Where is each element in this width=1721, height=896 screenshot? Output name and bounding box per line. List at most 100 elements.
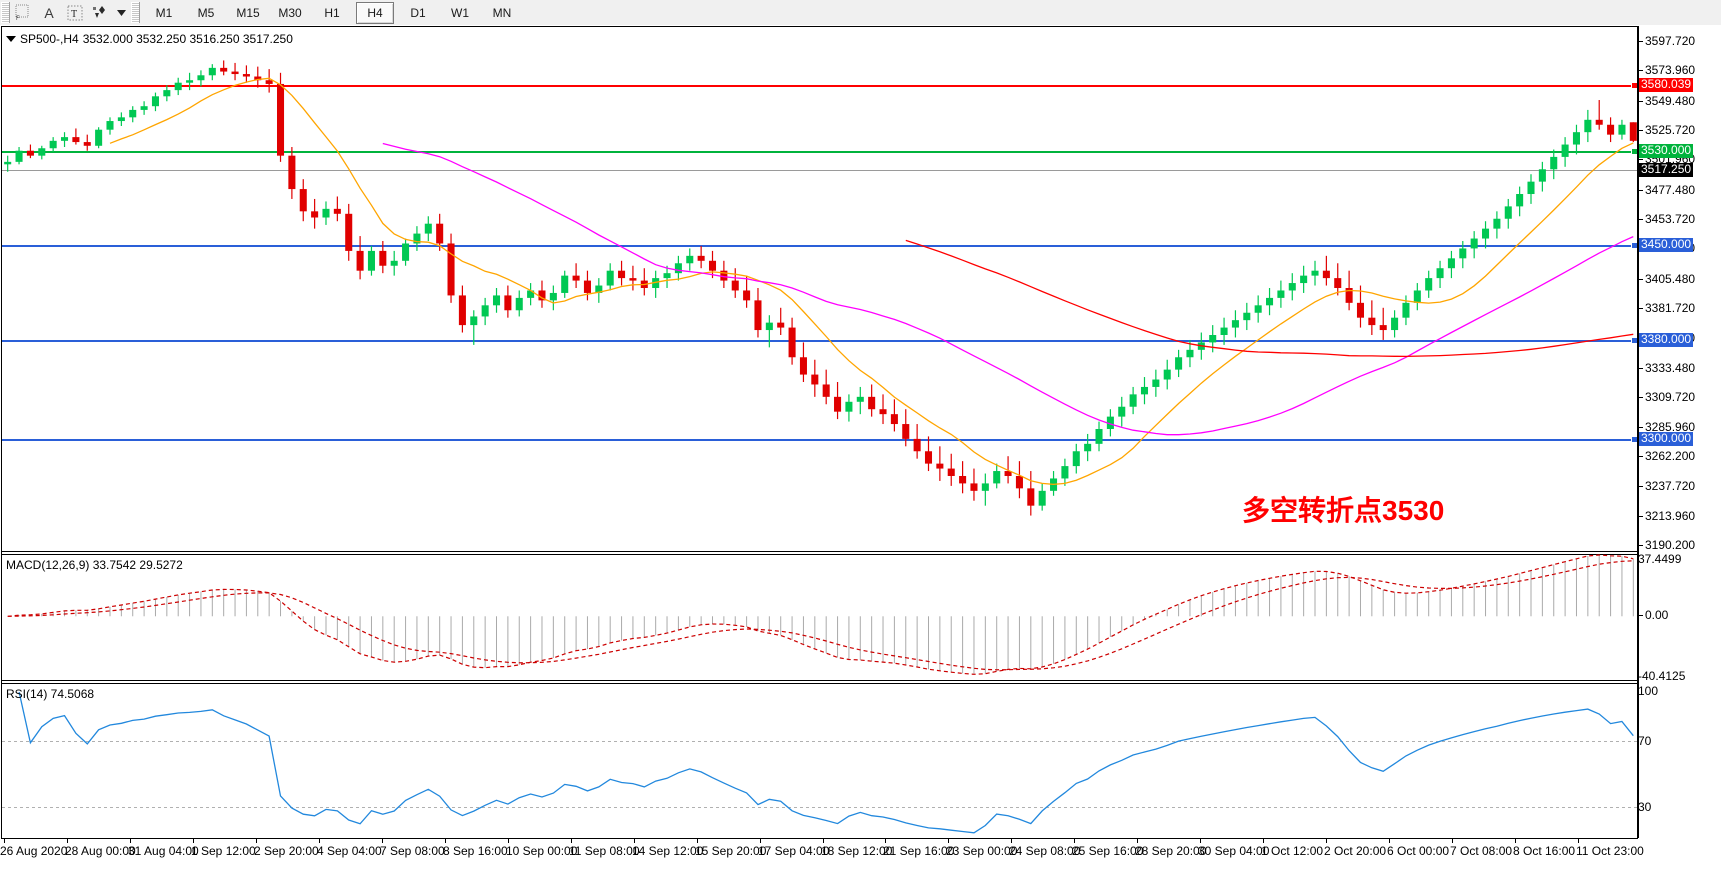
- chart-plot-area[interactable]: SP500-,H4 3532.000 3532.250 3516.250 351…: [1, 26, 1638, 862]
- level-anchor-3300[interactable]: [1631, 436, 1637, 443]
- time-label: 31 Aug 04:00: [128, 844, 199, 858]
- time-tick: [571, 838, 572, 843]
- price-marker-3580-039[interactable]: 3580.039: [1639, 77, 1694, 92]
- ma-fast-line: [109, 77, 1634, 486]
- time-tick: [319, 838, 320, 843]
- price-marker-3380-000[interactable]: 3380.000: [1639, 332, 1694, 347]
- price-tick: 3453.720: [1638, 212, 1695, 226]
- time-axis-line: [1, 838, 1638, 839]
- time-label: 1 Oct 12:00: [1261, 844, 1324, 858]
- time-tick: [1515, 838, 1516, 843]
- crosshair-f-icon[interactable]: F: [10, 2, 36, 24]
- symbol-name: SP500-,H4: [20, 32, 79, 46]
- time-label: 26 Aug 2020: [0, 844, 68, 858]
- objects-icon[interactable]: [88, 2, 114, 24]
- chart-text-annotation[interactable]: 多空转折点3530: [1242, 495, 1445, 526]
- level-line-3450[interactable]: [2, 245, 1637, 247]
- time-tick: [445, 838, 446, 843]
- price-marker-3517-250[interactable]: 3517.250: [1639, 162, 1694, 177]
- level-line-3300[interactable]: [2, 439, 1637, 441]
- time-tick: [885, 838, 886, 843]
- timeframe-m1[interactable]: M1: [155, 5, 173, 20]
- price-tick: 3525.720: [1638, 123, 1695, 137]
- time-label: 15 Sep 20:00: [695, 844, 767, 858]
- timeframe-h4[interactable]: H4: [356, 1, 394, 24]
- text-label-icon[interactable]: A: [44, 4, 54, 21]
- ma-slow-line: [905, 239, 1634, 358]
- price-axis[interactable]: 3597.720 3573.960 3549.480 3525.720 3501.960…: [1638, 26, 1721, 863]
- price-line-3517: [2, 170, 1637, 171]
- price-tick: 3285.960: [1638, 420, 1695, 434]
- price-tick: 3237.720: [1638, 479, 1695, 493]
- timeframe-d1[interactable]: D1: [410, 5, 426, 20]
- symbol-ohlc: 3532.000 3532.250 3516.250 3517.250: [82, 32, 293, 46]
- price-marker-3300-000[interactable]: 3300.000: [1639, 431, 1694, 446]
- pane-separator-rsi: [2, 680, 1637, 681]
- time-tick: [256, 838, 257, 843]
- time-label: 8 Oct 16:00: [1513, 844, 1576, 858]
- macd-series: [7, 554, 1634, 675]
- rsi-tick: 70: [1638, 733, 1652, 748]
- time-tick: [193, 838, 194, 843]
- time-label: 23 Sep 00:00: [946, 844, 1018, 858]
- level-anchor-3580[interactable]: [1631, 82, 1637, 89]
- svg-text:F: F: [16, 16, 20, 21]
- time-tick: [1326, 838, 1327, 843]
- time-tick: [1074, 838, 1075, 843]
- chart-frame: SP500-,H4 3532.000 3532.250 3516.250 351…: [0, 25, 1721, 896]
- time-axis[interactable]: 26 Aug 2020 28 Aug 00:00 31 Aug 04:00 1 Sep…: [0, 838, 1721, 871]
- time-label: 11 Sep 08:00: [569, 844, 640, 858]
- level-anchor-3530[interactable]: [1631, 148, 1637, 155]
- price-marker-3530-000[interactable]: 3530.000: [1639, 143, 1694, 158]
- timeframe-m15[interactable]: M15: [236, 5, 260, 20]
- level-line-3580[interactable]: [2, 85, 1637, 87]
- time-label: 24 Sep 08:00: [1009, 844, 1081, 858]
- timeframe-h1[interactable]: H1: [324, 5, 340, 20]
- symbol-header: SP500-,H4 3532.000 3532.250 3516.250 351…: [6, 32, 293, 46]
- timeframe-m30[interactable]: M30: [278, 5, 302, 20]
- chart-toolbar: F A T M1 M5 M15 M30 H1 H4 D1 W1 MN: [0, 0, 1721, 26]
- macd-tick: 37.4499: [1638, 552, 1682, 566]
- time-label: 30 Sep 04:00: [1198, 844, 1270, 858]
- dropdown-arrow-icon[interactable]: [114, 2, 128, 24]
- level-line-3530[interactable]: [2, 151, 1637, 153]
- price-tick: 3597.720: [1638, 34, 1695, 48]
- level-anchor-3380[interactable]: [1631, 337, 1637, 344]
- macd-tick: -40.4125: [1638, 669, 1686, 683]
- timeframe-w1[interactable]: W1: [451, 5, 469, 20]
- time-tick: [130, 838, 131, 843]
- time-tick: [1263, 838, 1264, 843]
- time-label: 7 Sep 08:00: [380, 844, 445, 858]
- text-box-icon[interactable]: T: [62, 2, 88, 24]
- toolbar-separator: [131, 2, 140, 23]
- time-tick: [823, 838, 824, 843]
- time-tick: [382, 838, 383, 843]
- price-tick: 3573.960: [1638, 63, 1695, 77]
- timeframe-mn[interactable]: MN: [492, 5, 512, 20]
- macd-tick: 0.00: [1638, 608, 1668, 622]
- level-anchor-3450[interactable]: [1631, 242, 1637, 249]
- toolbar-grip[interactable]: [1, 2, 10, 23]
- time-label: 17 Sep 04:00: [758, 844, 830, 858]
- rsi-tick: 100: [1638, 684, 1659, 698]
- time-tick: [1452, 838, 1453, 843]
- time-label: 7 Oct 08:00: [1450, 844, 1513, 858]
- time-tick: [1200, 838, 1201, 843]
- timeframe-m5[interactable]: M5: [197, 5, 215, 20]
- time-label: 10 Sep 00:00: [506, 844, 578, 858]
- time-label: 21 Sep 16:00: [883, 844, 955, 858]
- price-tick: 3381.720: [1638, 301, 1695, 315]
- price-marker-3450-000[interactable]: 3450.000: [1639, 237, 1694, 252]
- time-label: 28 Aug 00:00: [65, 844, 136, 858]
- price-tick: 3213.960: [1638, 509, 1695, 523]
- time-tick: [948, 838, 949, 843]
- time-tick: [697, 838, 698, 843]
- price-axis-line: [1638, 26, 1639, 862]
- collapse-triangle-icon[interactable]: [6, 36, 16, 42]
- time-tick: [1137, 838, 1138, 843]
- time-label: 6 Oct 00:00: [1387, 844, 1450, 858]
- level-line-3380[interactable]: [2, 340, 1637, 342]
- chart-series-canvas: [2, 60, 1637, 834]
- time-label: 4 Sep 04:00: [317, 844, 382, 858]
- price-tick: 3549.480: [1638, 94, 1695, 108]
